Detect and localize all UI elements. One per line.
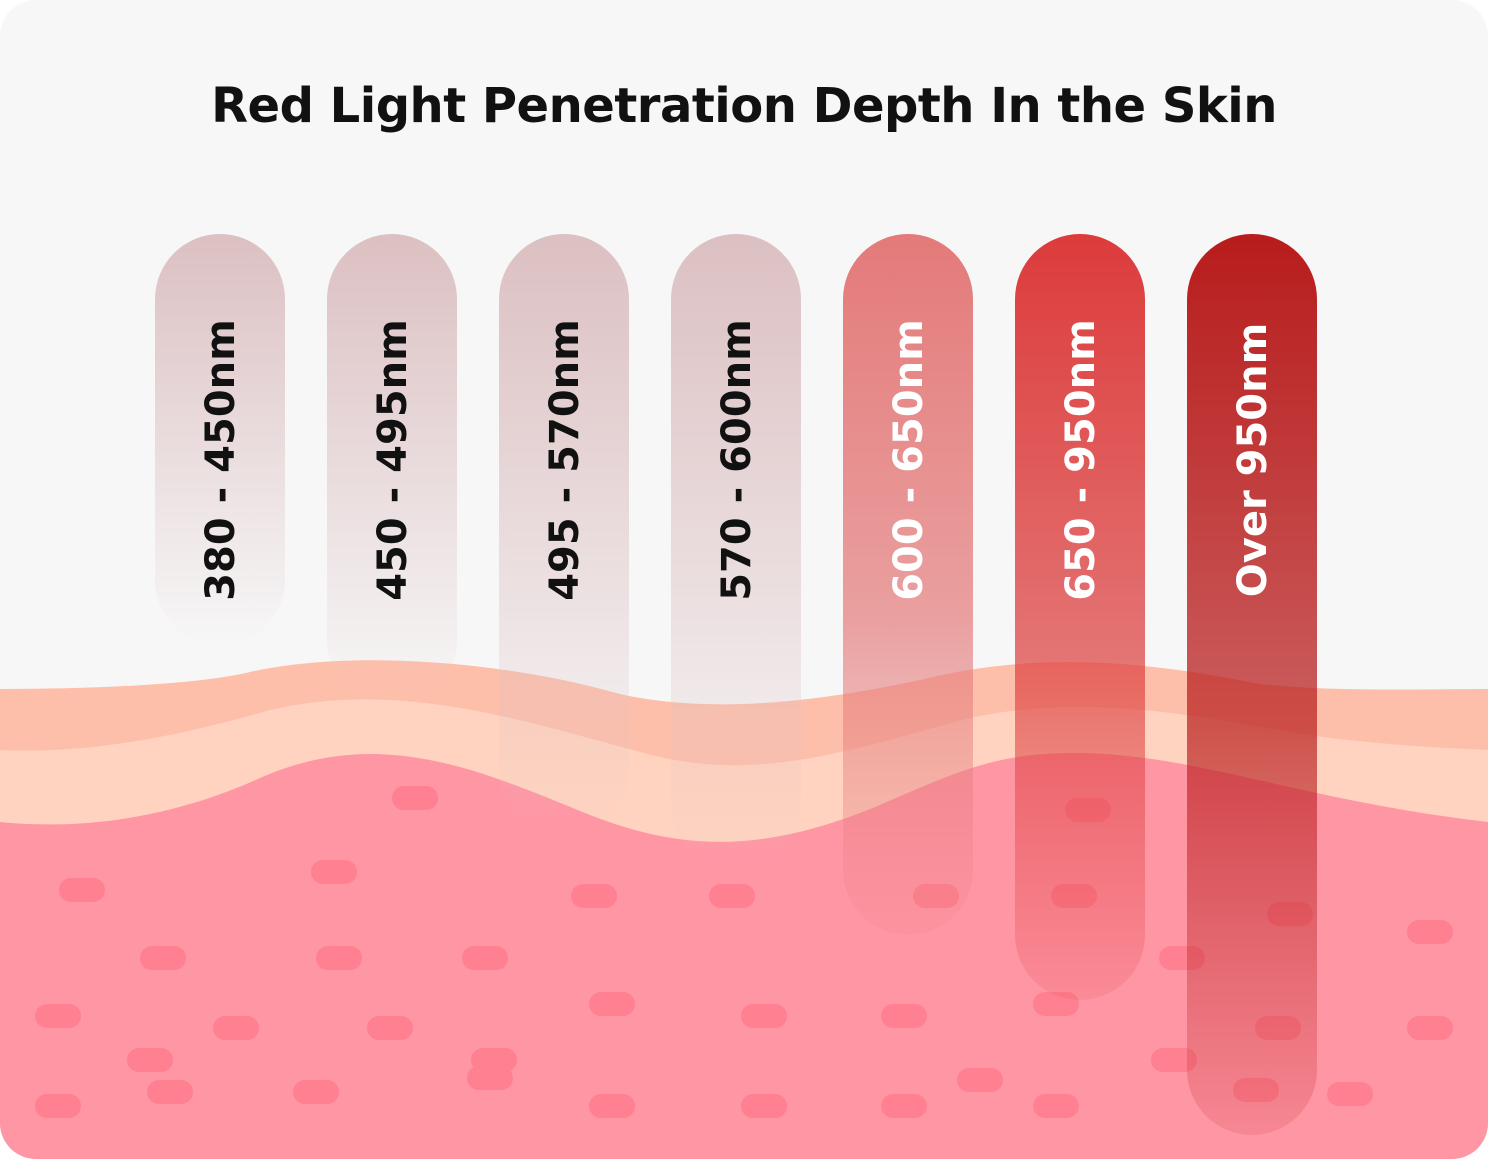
band-3: 495 - 570nm	[499, 234, 629, 835]
skin-cell	[741, 1004, 787, 1028]
band-label: 600 - 650nm	[886, 319, 932, 601]
band-label: 450 - 495nm	[370, 319, 416, 601]
band-label: 380 - 450nm	[198, 319, 244, 601]
band-bar	[327, 234, 457, 705]
skin-cell	[462, 946, 508, 970]
band-1: 380 - 450nm	[155, 234, 285, 645]
band-6: 650 - 950nm	[1015, 234, 1145, 1000]
skin-cell	[881, 1004, 927, 1028]
band-bar	[1187, 234, 1317, 1135]
wavelength-bands: 380 - 450nm 450 - 495nm 495 - 570nm 570 - 6…	[155, 234, 1317, 1135]
band-4: 570 - 600nm	[671, 234, 801, 870]
skin-cell	[709, 884, 755, 908]
skin-cell	[213, 1016, 259, 1040]
band-7: Over 950nm	[1187, 234, 1317, 1135]
skin-cell	[147, 1080, 193, 1104]
band-label: 650 - 950nm	[1058, 319, 1104, 601]
skin-cell	[392, 786, 438, 810]
skin-cell	[1407, 1016, 1453, 1040]
band-bar	[499, 234, 629, 835]
skin-cell	[1327, 1082, 1373, 1106]
skin-cell	[589, 992, 635, 1016]
skin-cell	[1407, 920, 1453, 944]
skin-cell	[1151, 1048, 1197, 1072]
band-bar	[671, 234, 801, 870]
skin-cell	[35, 1094, 81, 1118]
skin-cell	[571, 884, 617, 908]
band-bar	[155, 234, 285, 645]
skin-cell	[127, 1048, 173, 1072]
band-bar	[843, 234, 973, 935]
skin-cell	[35, 1004, 81, 1028]
band-2: 450 - 495nm	[327, 234, 457, 705]
band-bar	[1015, 234, 1145, 1000]
skin-cell	[957, 1068, 1003, 1092]
page-title: Red Light Penetration Depth In the Skin	[211, 78, 1277, 134]
skin-cell	[1033, 1094, 1079, 1118]
band-label: 570 - 600nm	[714, 319, 760, 601]
band-label: 495 - 570nm	[542, 319, 588, 601]
skin-cell	[741, 1094, 787, 1118]
band-5: 600 - 650nm	[843, 234, 973, 935]
skin-cell	[311, 860, 357, 884]
skin-cell	[467, 1066, 513, 1090]
skin-cell	[316, 946, 362, 970]
skin-cell	[367, 1016, 413, 1040]
skin-cell	[293, 1080, 339, 1104]
skin-cell	[59, 878, 105, 902]
skin-cell	[881, 1094, 927, 1118]
skin-cell	[140, 946, 186, 970]
band-label: Over 950nm	[1230, 323, 1276, 598]
skin-cell	[589, 1094, 635, 1118]
